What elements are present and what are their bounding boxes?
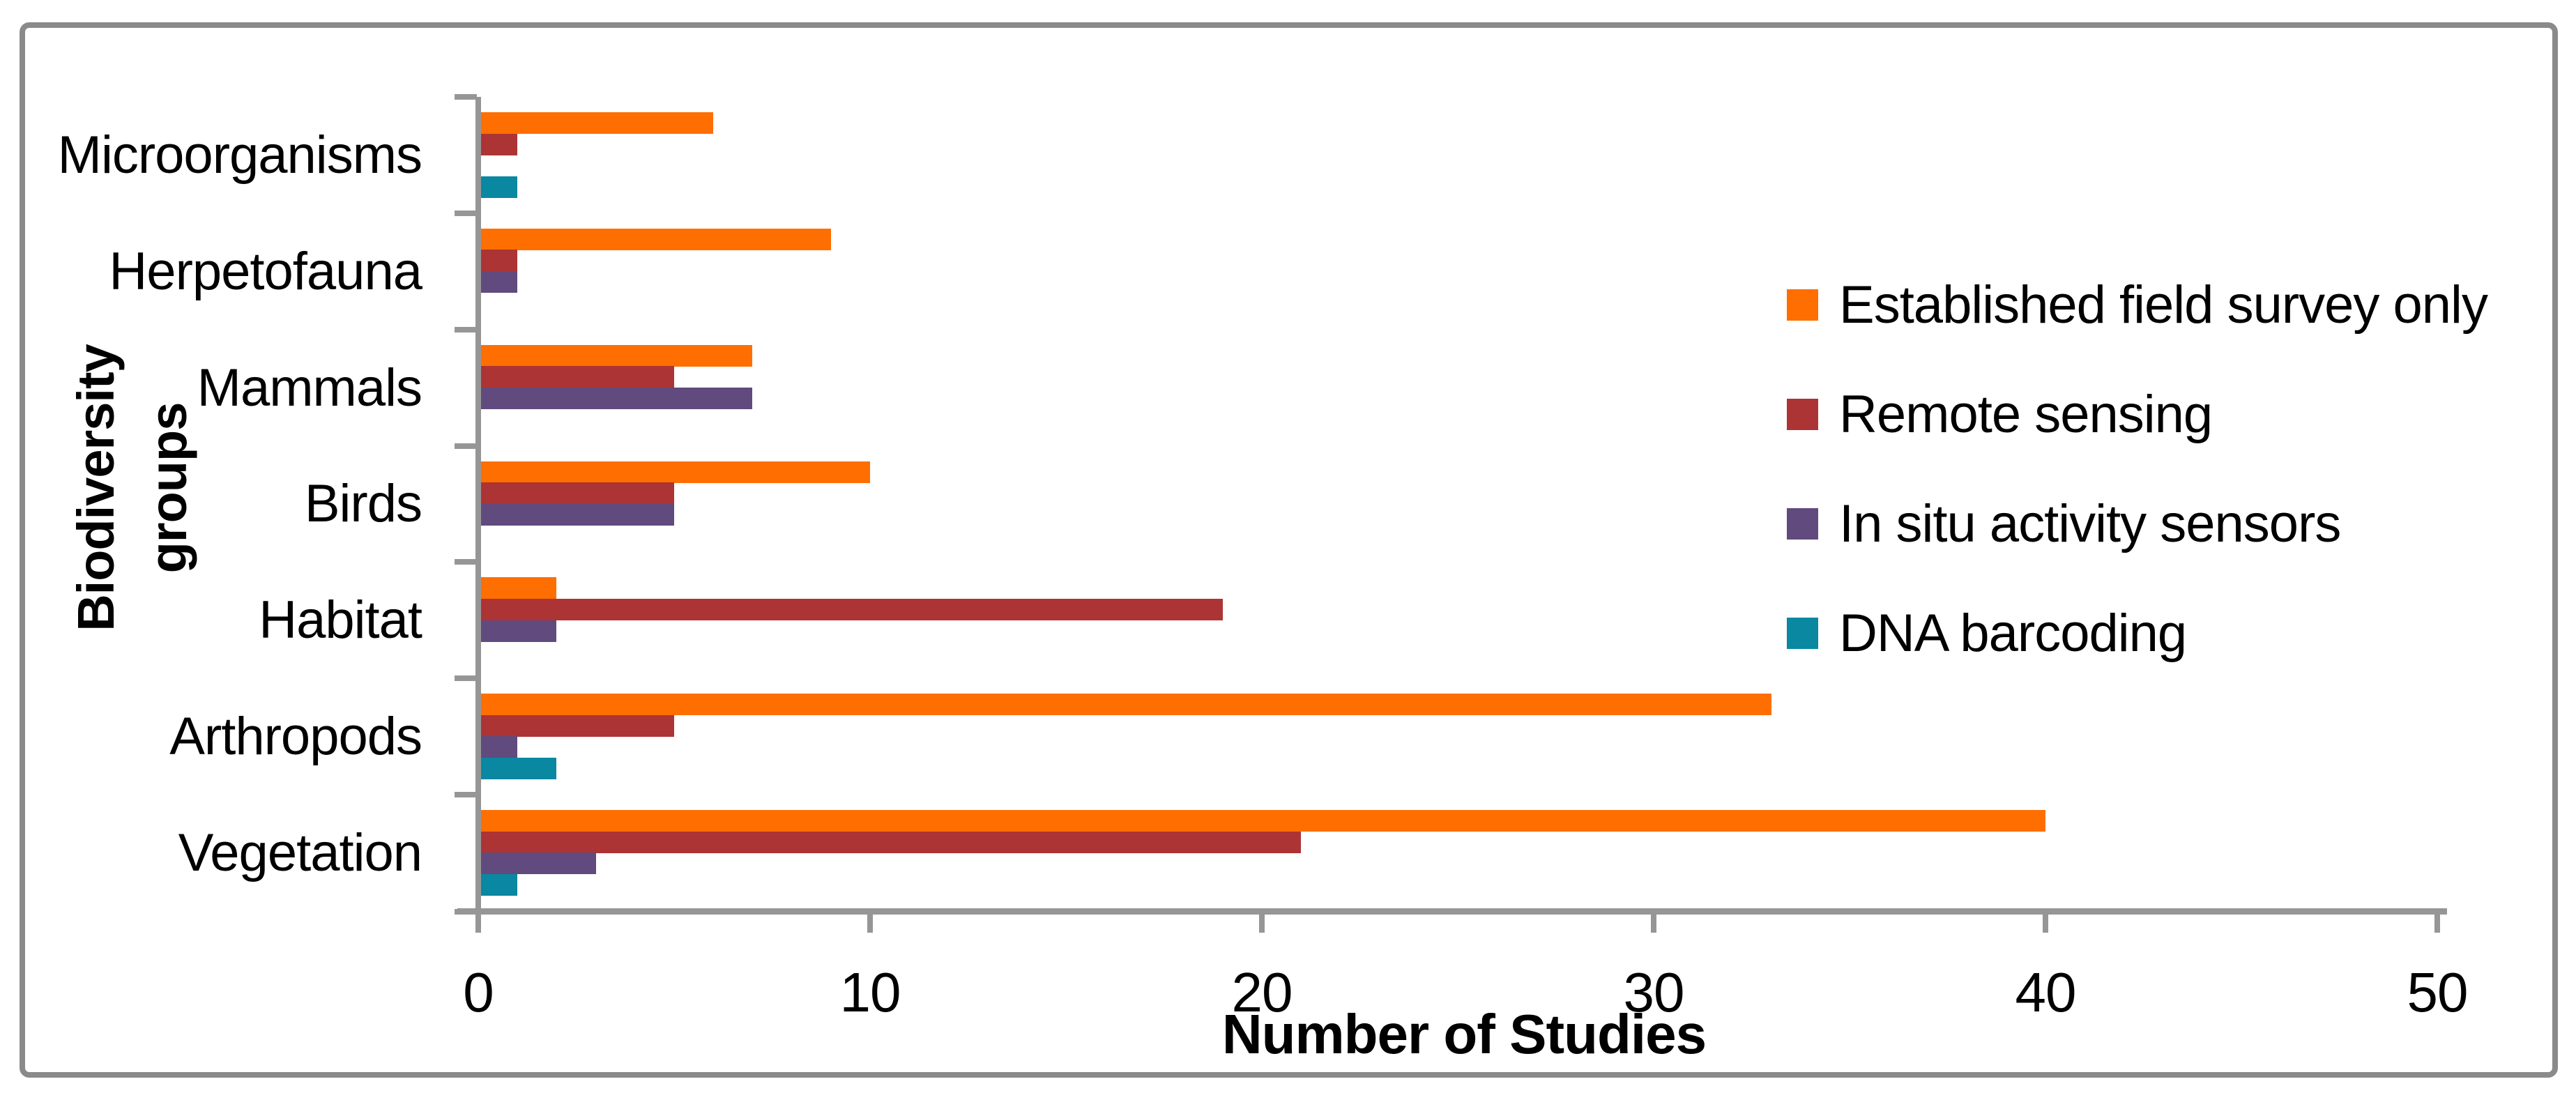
legend-label: In situ activity sensors [1839, 494, 2341, 553]
y-axis-line [475, 97, 481, 931]
legend-swatch [1787, 617, 1818, 649]
x-axis-tick [1259, 915, 1265, 933]
x-tick-label: 40 [2015, 961, 2077, 1023]
bar-vegetation-2 [481, 831, 1301, 853]
bar-vegetation-4 [481, 873, 517, 896]
category-label: Herpetofauna [109, 241, 422, 301]
x-axis-title: Number of Studies [1221, 1003, 1707, 1065]
y-axis-tick [455, 909, 477, 915]
legend-item: In situ activity sensors [1787, 489, 2341, 558]
bar-habitat-1 [481, 577, 556, 599]
category-label: Habitat [259, 590, 422, 650]
legend-item: DNA barcoding [1787, 598, 2187, 668]
bar-birds-3 [481, 503, 674, 526]
chart-frame [20, 22, 2558, 1078]
bar-mammals-2 [481, 366, 674, 388]
bar-vegetation-1 [481, 810, 2045, 832]
y-axis-tick [455, 210, 477, 216]
legend-label: Established field survey only [1839, 275, 2488, 335]
x-tick-label: 10 [839, 961, 901, 1023]
bar-arthropods-3 [481, 736, 517, 758]
y-axis-tick [455, 443, 477, 449]
x-axis-line [457, 908, 2447, 915]
y-axis-tick [455, 94, 477, 100]
x-axis-tick [1651, 915, 1656, 933]
bar-mammals-1 [481, 344, 752, 367]
y-axis-tick [455, 675, 477, 682]
x-axis-tick [2434, 915, 2440, 933]
category-label: Vegetation [178, 823, 422, 883]
legend-swatch [1787, 398, 1818, 430]
x-axis-tick [2043, 915, 2048, 933]
y-axis-tick [455, 326, 477, 333]
legend-swatch [1787, 289, 1818, 321]
bar-habitat-2 [481, 599, 1223, 621]
bar-habitat-3 [481, 620, 556, 642]
bar-microorganisms-4 [481, 176, 517, 198]
x-tick-label: 20 [1231, 961, 1293, 1023]
bar-herpetofauna-3 [481, 271, 517, 293]
bar-birds-2 [481, 482, 674, 505]
x-tick-label: 30 [1623, 961, 1685, 1023]
legend-item: Remote sensing [1787, 379, 2213, 449]
category-label: Mammals [197, 358, 422, 418]
x-axis-tick [867, 915, 873, 933]
bar-microorganisms-1 [481, 112, 713, 134]
x-tick-label: 50 [2407, 961, 2469, 1023]
legend-item: Established field survey only [1787, 270, 2488, 339]
legend-label: Remote sensing [1839, 384, 2213, 444]
bar-herpetofauna-1 [481, 228, 831, 250]
x-tick-label: 0 [463, 961, 494, 1023]
bar-arthropods-4 [481, 758, 556, 780]
bar-herpetofauna-2 [481, 250, 517, 272]
category-label: Arthropods [169, 707, 422, 767]
y-axis-tick [455, 559, 477, 565]
legend-label: DNA barcoding [1839, 603, 2187, 663]
bar-arthropods-1 [481, 694, 1771, 716]
bar-vegetation-3 [481, 853, 596, 875]
category-label: Birds [304, 474, 422, 534]
bar-microorganisms-2 [481, 133, 517, 155]
y-axis-tick [455, 792, 477, 798]
bar-birds-1 [481, 461, 870, 483]
category-label: Microorganisms [57, 125, 422, 185]
bar-mammals-3 [481, 387, 752, 409]
x-axis-tick [475, 915, 481, 933]
legend-swatch [1787, 507, 1818, 540]
bar-arthropods-2 [481, 714, 674, 737]
